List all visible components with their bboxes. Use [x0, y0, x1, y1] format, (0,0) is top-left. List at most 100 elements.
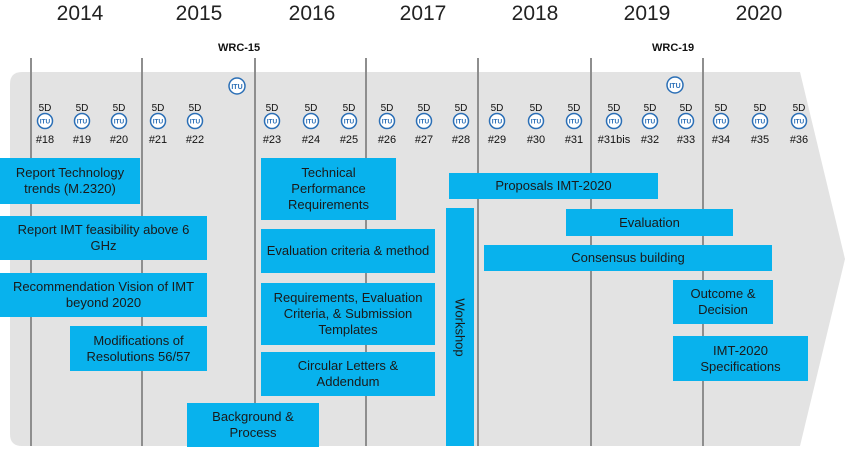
- meeting-group-label: 5D: [188, 103, 202, 114]
- svg-text:ITU: ITU: [77, 119, 88, 126]
- svg-text:ITU: ITU: [755, 119, 766, 126]
- itu-logo-icon: ITU 5D: [605, 103, 623, 130]
- activity-requirements-templates: Requirements, Evaluation Criteria, & Sub…: [261, 283, 435, 345]
- meeting-group-label: 5D: [753, 103, 767, 114]
- meeting-number: #27: [414, 134, 434, 146]
- year-gridline: [254, 58, 256, 446]
- year-label-2017: 2017: [399, 2, 447, 25]
- svg-text:ITU: ITU: [382, 119, 393, 126]
- meeting-5d: ITU 5D #35: [740, 103, 780, 146]
- itu-logo-icon: ITU 5D: [751, 103, 769, 130]
- meeting-group-label: 5D: [380, 103, 394, 114]
- itu-logo-icon: ITU 5D: [340, 103, 358, 130]
- meeting-5d: ITU 5D #28: [441, 103, 481, 146]
- year-label-2014: 2014: [56, 2, 104, 25]
- svg-text:ITU: ITU: [306, 119, 317, 126]
- meeting-number: #19: [72, 134, 92, 146]
- meeting-number: #30: [526, 134, 546, 146]
- itu-logo-icon: ITU 5D: [149, 103, 167, 130]
- activity-outcome-decision: Outcome & Decision: [673, 280, 773, 324]
- svg-text:ITU: ITU: [190, 119, 201, 126]
- meeting-group-label: 5D: [75, 103, 89, 114]
- year-label-2019: 2019: [623, 2, 671, 25]
- itu-logo-icon: ITU 5D: [378, 103, 396, 130]
- itu-logo-icon: ITU 5D: [263, 103, 281, 130]
- year-label-2018: 2018: [511, 2, 559, 25]
- wrc-15-label: WRC-15: [218, 42, 261, 54]
- meeting-group-label: 5D: [714, 103, 728, 114]
- meeting-5d: ITU 5D #36: [779, 103, 819, 146]
- meeting-group-label: 5D: [38, 103, 52, 114]
- itu-logo-icon: ITU 5D: [677, 103, 695, 130]
- activity-modifications-resolutions: Modifications of Resolutions 56/57: [70, 326, 207, 371]
- svg-text:ITU: ITU: [231, 84, 242, 91]
- meeting-group-label: 5D: [490, 103, 504, 114]
- svg-text:ITU: ITU: [794, 119, 805, 126]
- svg-text:ITU: ITU: [569, 119, 580, 126]
- activity-workshop: [446, 208, 474, 446]
- svg-text:ITU: ITU: [40, 119, 51, 126]
- meeting-5d: ITU 5D #29: [477, 103, 517, 146]
- activity-evaluation-criteria: Evaluation criteria & method: [261, 229, 435, 273]
- svg-text:ITU: ITU: [609, 119, 620, 126]
- meeting-number: #33: [676, 134, 696, 146]
- meeting-group-label: 5D: [417, 103, 431, 114]
- svg-text:ITU: ITU: [456, 119, 467, 126]
- svg-text:ITU: ITU: [344, 119, 355, 126]
- meeting-5d: ITU 5D #31: [554, 103, 594, 146]
- itu-logo-icon: ITU 5D: [488, 103, 506, 130]
- itu-logo-icon: ITU 5D: [452, 103, 470, 130]
- meeting-number: #28: [451, 134, 471, 146]
- svg-text:ITU: ITU: [114, 119, 125, 126]
- meeting-5d: ITU 5D #25: [329, 103, 369, 146]
- itu-logo-icon: ITU 5D: [527, 103, 545, 130]
- activity-report-technology-trends: Report Technology trends (M.2320): [0, 158, 140, 204]
- meeting-number: #21: [148, 134, 168, 146]
- svg-text:ITU: ITU: [645, 119, 656, 126]
- meeting-5d: ITU 5D #30: [516, 103, 556, 146]
- activity-circular-letters: Circular Letters & Addendum: [261, 352, 435, 396]
- itu-logo-icon: ITU 5D: [302, 103, 320, 130]
- year-label-2016: 2016: [288, 2, 336, 25]
- meeting-number: #22: [185, 134, 205, 146]
- meeting-group-label: 5D: [679, 103, 693, 114]
- meeting-5d: ITU 5D #33: [666, 103, 706, 146]
- meeting-number: #36: [789, 134, 809, 146]
- meeting-5d: ITU 5D #26: [367, 103, 407, 146]
- meeting-number: #26: [377, 134, 397, 146]
- svg-text:ITU: ITU: [669, 83, 680, 90]
- meeting-5d: ITU 5D #34: [701, 103, 741, 146]
- meeting-5d: ITU 5D #19: [62, 103, 102, 146]
- meeting-group-label: 5D: [607, 103, 621, 114]
- workshop-label: Workshop: [452, 298, 468, 357]
- itu-logo-icon: ITU 5D: [565, 103, 583, 130]
- itu-logo-icon: ITU 5D: [712, 103, 730, 130]
- svg-text:ITU: ITU: [492, 119, 503, 126]
- meeting-number: #32: [640, 134, 660, 146]
- meeting-5d: ITU 5D #18: [25, 103, 65, 146]
- year-label-2020: 2020: [735, 2, 783, 25]
- meeting-group-label: 5D: [792, 103, 806, 114]
- meeting-number: #34: [711, 134, 731, 146]
- svg-text:ITU: ITU: [531, 119, 542, 126]
- itu-logo-icon: ITU 5D: [415, 103, 433, 130]
- activity-background-process: Background & Process: [187, 403, 319, 447]
- wrc-19-label: WRC-19: [652, 42, 695, 54]
- svg-text:ITU: ITU: [681, 119, 692, 126]
- meeting-group-label: 5D: [304, 103, 318, 114]
- itu-logo-icon: ITU 5D: [73, 103, 91, 130]
- itu-logo-icon: ITU: [666, 76, 684, 94]
- activity-consensus-building: Consensus building: [484, 245, 772, 271]
- year-label-2015: 2015: [175, 2, 223, 25]
- meeting-number: #31: [564, 134, 584, 146]
- meeting-group-label: 5D: [342, 103, 356, 114]
- meeting-number: #29: [487, 134, 507, 146]
- meeting-number: #25: [339, 134, 359, 146]
- meeting-number: #20: [109, 134, 129, 146]
- meeting-number: #24: [301, 134, 321, 146]
- meeting-5d: ITU 5D #32: [630, 103, 670, 146]
- activity-evaluation: Evaluation: [566, 209, 733, 236]
- meeting-5d: ITU 5D #23: [252, 103, 292, 146]
- meeting-group-label: 5D: [643, 103, 657, 114]
